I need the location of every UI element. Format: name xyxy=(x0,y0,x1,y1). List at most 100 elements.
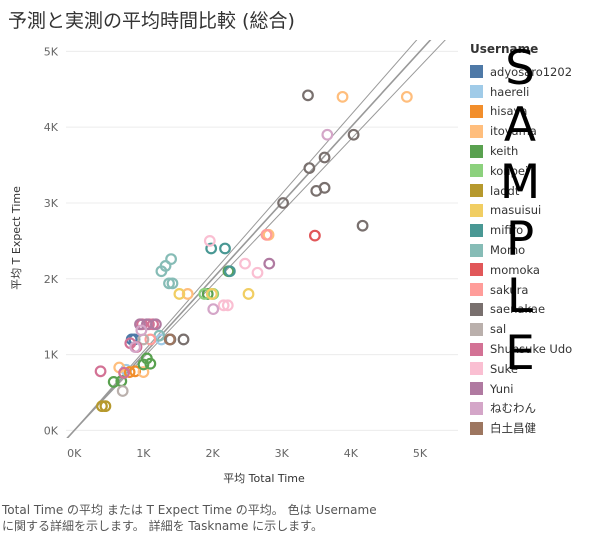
legend-swatch xyxy=(470,362,483,376)
legend-label: ねむわん xyxy=(490,401,536,416)
legend-swatch xyxy=(470,382,483,396)
legend-item[interactable]: keith xyxy=(470,141,611,161)
data-point xyxy=(219,242,231,255)
data-point xyxy=(239,257,251,270)
data-point xyxy=(107,376,120,388)
legend-item[interactable]: konpei xyxy=(470,161,611,181)
legend-item[interactable]: adyosaro1202 xyxy=(470,62,611,82)
legend-item[interactable]: momoka xyxy=(470,260,611,280)
y-tick-label: 5K xyxy=(44,45,59,58)
legend-item[interactable]: laddt xyxy=(470,181,611,201)
chart-title: 予測と実測の平均時間比較 (総合) xyxy=(8,10,295,32)
x-tick-label: 2K xyxy=(205,447,220,460)
caption-line-1: Total Time の平均 または T Expect Time の平均。 色は… xyxy=(2,503,377,517)
legend-item[interactable]: itoyama xyxy=(470,121,611,141)
data-point xyxy=(149,318,162,331)
legend-swatch xyxy=(470,342,483,356)
data-point xyxy=(96,400,108,413)
x-axis-label: 平均 Total Time xyxy=(223,472,305,485)
legend-label: konpei xyxy=(490,163,529,178)
legend-item[interactable]: Shunsuke Udo xyxy=(470,339,611,359)
legend-item[interactable]: Momo xyxy=(470,240,611,260)
legend-label: keith xyxy=(490,144,519,159)
y-tick-label: 0K xyxy=(44,424,59,437)
legend-swatch xyxy=(470,401,483,415)
x-tick-label: 3K xyxy=(275,447,290,460)
data-point xyxy=(99,400,112,413)
legend-item[interactable]: sakura xyxy=(470,280,611,300)
data-point xyxy=(242,288,255,300)
data-point xyxy=(134,318,146,331)
y-tick-label: 1K xyxy=(44,349,59,362)
data-point xyxy=(173,288,186,300)
y-tick-label: 2K xyxy=(44,273,59,286)
legend-swatch xyxy=(470,263,483,277)
legend-item[interactable]: sal xyxy=(470,319,611,339)
legend-label: masuisui xyxy=(490,203,542,218)
legend-item[interactable]: Suke xyxy=(470,359,611,379)
data-point xyxy=(144,333,157,346)
legend-swatch xyxy=(470,203,483,217)
legend-item[interactable]: 白土昌健 xyxy=(470,418,611,438)
legend-swatch xyxy=(470,421,483,435)
legend-item[interactable]: saenakae xyxy=(470,300,611,320)
legend-swatch xyxy=(470,164,483,178)
data-point xyxy=(116,385,129,397)
legend-item[interactable]: mifiro xyxy=(470,220,611,240)
legend-swatch xyxy=(470,283,483,297)
data-point xyxy=(163,333,176,346)
legend-label: laddt xyxy=(490,183,520,198)
legend-label: haereli xyxy=(490,84,530,99)
data-point xyxy=(223,265,236,278)
data-point xyxy=(137,358,150,371)
data-point xyxy=(251,266,264,279)
data-point xyxy=(140,352,153,365)
x-tick-label: 0K xyxy=(67,447,82,460)
reference-line xyxy=(66,40,418,438)
legend-label: saenakae xyxy=(490,302,546,317)
legend-item[interactable]: hisaya xyxy=(470,102,611,122)
y-axis-ticks: 0K 1K 2K 3K 4K 5K xyxy=(44,45,59,437)
x-axis-ticks: 0K 1K 2K 3K 4K 5K xyxy=(67,447,428,460)
legend-swatch xyxy=(470,322,483,336)
data-point xyxy=(318,151,331,164)
caption-line-2: に関する詳細を示します。 詳細を Taskname に示します。 xyxy=(2,519,323,533)
legend-label: 白土昌健 xyxy=(490,421,536,436)
x-tick-label: 4K xyxy=(344,447,359,460)
grid-lines xyxy=(66,50,458,431)
legend-item[interactable]: haereli xyxy=(470,82,611,102)
legend-label: sal xyxy=(490,322,507,337)
data-point xyxy=(129,365,142,378)
y-tick-label: 3K xyxy=(44,197,59,210)
data-point xyxy=(137,366,150,378)
data-point xyxy=(347,128,360,141)
data-point xyxy=(318,181,331,194)
legend-label: Yuni xyxy=(490,381,514,396)
legend: Username adyosaro1202 haereli hisaya itoyam… xyxy=(470,42,611,438)
legend-title: Username xyxy=(470,42,539,56)
x-tick-label: 5K xyxy=(413,447,428,460)
legend-swatch xyxy=(470,223,483,237)
data-point xyxy=(94,365,107,378)
data-point xyxy=(207,303,220,316)
data-point xyxy=(118,366,130,379)
data-point xyxy=(163,277,175,290)
chart-caption: Total Time の平均 または T Expect Time の平均。 色は… xyxy=(2,502,377,534)
legend-item[interactable]: masuisui xyxy=(470,201,611,221)
legend-items: adyosaro1202 haereli hisaya itoyama keith kon… xyxy=(470,62,611,438)
data-point xyxy=(177,333,190,346)
data-point xyxy=(201,288,214,300)
data-point xyxy=(217,299,230,312)
legend-swatch xyxy=(470,302,483,316)
data-point xyxy=(260,228,273,241)
data-point xyxy=(135,324,148,337)
legend-label: itoyama xyxy=(490,124,537,139)
legend-item[interactable]: ねむわん xyxy=(470,399,611,419)
data-point xyxy=(303,162,316,175)
data-point xyxy=(336,90,349,103)
legend-label: adyosaro1202 xyxy=(490,64,573,79)
legend-item[interactable]: Yuni xyxy=(470,379,611,399)
legend-label: mifiro xyxy=(490,223,524,238)
legend-swatch xyxy=(470,65,483,79)
